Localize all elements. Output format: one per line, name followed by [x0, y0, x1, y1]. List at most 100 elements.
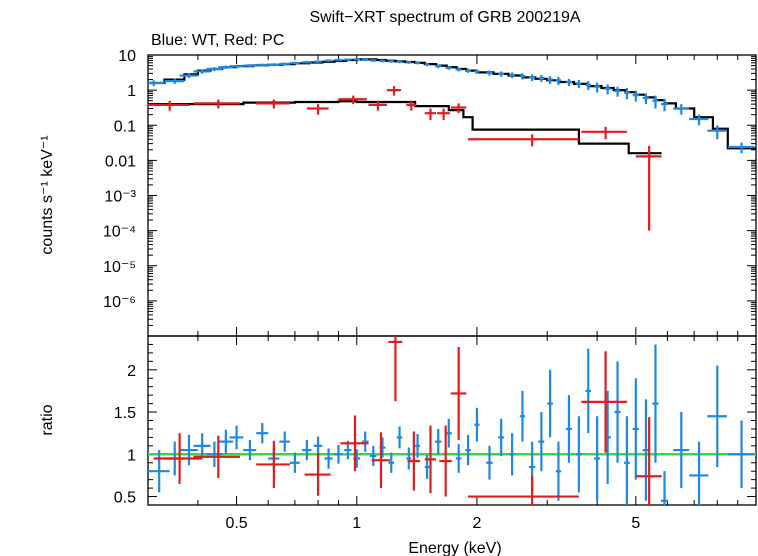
data-point: [179, 434, 198, 466]
data-point: [370, 59, 377, 62]
data-point: [206, 67, 223, 72]
data-point: [707, 365, 727, 467]
data-point: [388, 60, 395, 63]
data-point: [689, 441, 709, 505]
data-point: [450, 346, 467, 440]
data-point: [396, 60, 403, 64]
data-point: [218, 429, 234, 454]
y-tick-label: 1: [127, 447, 136, 464]
y-tick-label: 10⁻⁶: [103, 294, 136, 311]
data-point: [581, 126, 627, 140]
y-tick-label: 1.5: [114, 405, 136, 422]
y-tick-label: 10⁻⁴: [103, 224, 136, 241]
data-point: [652, 95, 659, 109]
data-point: [635, 417, 662, 505]
data-point: [455, 67, 462, 72]
data-point: [304, 453, 331, 496]
y-axis-label-ratio: ratio: [39, 404, 56, 435]
data-point: [371, 432, 390, 489]
data-point: [148, 100, 189, 111]
data-point: [594, 82, 601, 93]
spectrum-panel: 10 1 0.1 0.01 10⁻³ 10⁻⁴ 10⁻⁵ 10⁻⁶: [103, 48, 757, 337]
data-point: [424, 425, 437, 494]
data-point: [642, 93, 650, 105]
data-point: [388, 336, 403, 402]
data-point: [164, 78, 185, 84]
data-point: [256, 63, 269, 67]
chart-subtitle: Blue: WT, Red: PC: [151, 32, 284, 49]
data-point: [306, 104, 329, 115]
data-point: [468, 475, 579, 505]
data-point: [434, 428, 442, 455]
data-point: [153, 433, 203, 484]
data-point: [324, 59, 333, 62]
data-point: [594, 416, 601, 501]
data-point: [243, 439, 257, 461]
data-point: [256, 440, 290, 489]
data-point: [370, 445, 377, 467]
data-point: [614, 86, 621, 97]
data-point: [547, 76, 553, 84]
data-point: [575, 416, 582, 493]
data-point: [555, 441, 562, 501]
data-point: [193, 433, 211, 459]
data-point: [465, 434, 471, 466]
data-point: [468, 134, 579, 147]
y-tick-label: 0.5: [114, 490, 136, 507]
data-point: [229, 64, 244, 68]
data-point: [519, 73, 526, 80]
data-point: [555, 76, 562, 85]
data-point: [498, 71, 505, 77]
data-point: [673, 104, 690, 115]
ratio-panel: 0.5 1 2 5 0.5 1 1.5 2: [114, 335, 757, 532]
model-line: [148, 100, 662, 155]
data-point: [575, 79, 582, 88]
data-point: [434, 64, 442, 69]
y-tick-label: 10⁻⁵: [103, 259, 136, 276]
data-point: [565, 78, 572, 87]
data-point: [623, 416, 630, 505]
y-tick-label: 0.01: [105, 153, 136, 170]
data-point: [340, 415, 369, 472]
x-tick-label: 0.5: [225, 515, 247, 532]
data-point: [585, 348, 591, 434]
y-tick-label: 1: [127, 83, 136, 100]
y-tick-label: 10: [118, 48, 136, 65]
data-point: [614, 361, 621, 463]
data-point: [660, 99, 669, 112]
data-point: [148, 80, 165, 87]
data-point: [474, 407, 480, 442]
data-point: [538, 412, 545, 472]
data-point: [455, 444, 462, 473]
data-point: [604, 84, 611, 95]
data-point: [424, 62, 430, 67]
data-point: [229, 425, 244, 450]
data-point: [465, 68, 471, 73]
data-point: [519, 390, 526, 442]
data-point: [302, 439, 312, 461]
data-point: [632, 378, 639, 480]
chart-title: Swift−XRT spectrum of GRB 200219A: [309, 9, 580, 26]
data-point: [486, 70, 493, 76]
x-tick-label: 2: [472, 515, 481, 532]
data-point: [243, 64, 257, 68]
data-point: [193, 69, 211, 74]
data-point: [406, 60, 412, 64]
data-point: [279, 62, 290, 66]
data-point: [279, 431, 290, 452]
data-point: [313, 436, 323, 456]
data-point: [334, 445, 343, 464]
data-point: [368, 100, 387, 111]
data-point: [660, 471, 669, 505]
data-point: [727, 420, 755, 489]
data-point: [324, 448, 333, 469]
data-point: [673, 412, 690, 489]
data-point: [585, 81, 591, 91]
data-point: [148, 450, 170, 493]
data-point: [193, 435, 241, 478]
data-point: [727, 142, 755, 154]
data-point: [623, 87, 630, 100]
data-point: [334, 58, 343, 62]
data-point: [498, 418, 505, 456]
